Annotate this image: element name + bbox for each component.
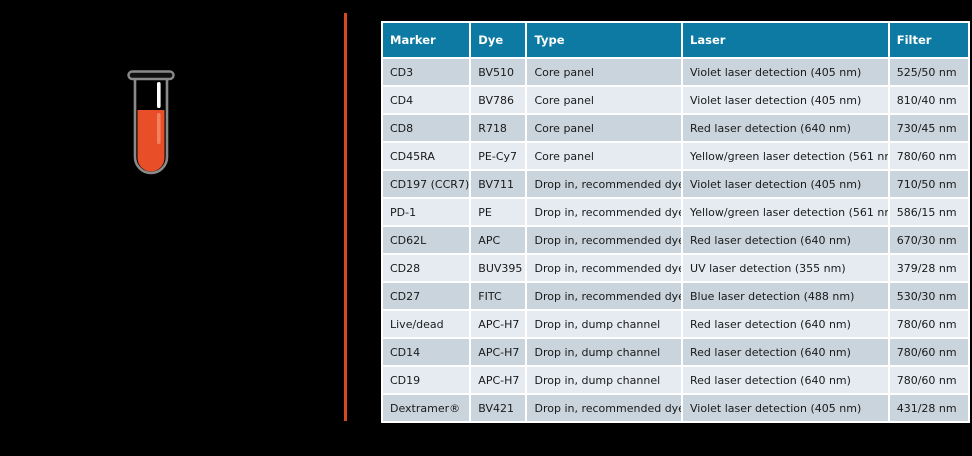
table-cell: BUV395 <box>471 255 526 281</box>
table-cell: Violet laser detection (405 nm) <box>683 87 888 113</box>
table-cell: CD45RA <box>383 143 470 169</box>
table-cell: 530/30 nm <box>889 283 968 309</box>
table-cell: UV laser detection (355 nm) <box>683 255 888 281</box>
table-cell: R718 <box>471 115 526 141</box>
header-type: Type <box>527 23 682 57</box>
tube-rim <box>127 70 175 81</box>
table-row: CD4 BV786 Core panel Violet laser detection… <box>383 87 968 113</box>
tube-liquid-highlight <box>157 113 161 144</box>
table-row: Live/dead APC-H7 Drop in, dump channel Red … <box>383 311 968 337</box>
table-cell: Drop in, recommended dye <box>527 199 682 225</box>
table-cell: CD62L <box>383 227 470 253</box>
table-cell: Violet laser detection (405 nm) <box>683 59 888 85</box>
table-cell: Live/dead <box>383 311 470 337</box>
table-row: PD-1 PE Drop in, recommended dye Yellow/gre… <box>383 199 968 225</box>
table-cell: APC-H7 <box>471 339 526 365</box>
table-cell: Drop in, recommended dye <box>527 283 682 309</box>
table-row: CD19 APC-H7 Drop in, dump channel Red laser… <box>383 367 968 393</box>
table-row: CD8 R718 Core panel Red laser detection (64… <box>383 115 968 141</box>
table-cell: BV421 <box>471 395 526 421</box>
table-cell: Drop in, dump channel <box>527 311 682 337</box>
table-cell: APC <box>471 227 526 253</box>
table-cell: BV786 <box>471 87 526 113</box>
header-dye: Dye <box>471 23 526 57</box>
tube-glass-highlight <box>157 82 161 108</box>
table-row: CD14 APC-H7 Drop in, dump channel Red laser… <box>383 339 968 365</box>
table-cell: APC-H7 <box>471 311 526 337</box>
table-cell: 710/50 nm <box>889 171 968 197</box>
table-cell: CD197 (CCR7) <box>383 171 470 197</box>
header-marker: Marker <box>383 23 470 57</box>
header-laser: Laser <box>683 23 888 57</box>
table-cell: CD4 <box>383 87 470 113</box>
table-row: Dextramer® BV421 Drop in, recommended dye V… <box>383 395 968 421</box>
table-row: CD62L APC Drop in, recommended dye Red lase… <box>383 227 968 253</box>
table-row: CD3 BV510 Core panel Violet laser detection… <box>383 59 968 85</box>
table-cell: Yellow/green laser detection (561 nm) <box>683 199 888 225</box>
header-filter: Filter <box>889 23 968 57</box>
table-cell: Yellow/green laser detection (561 nm) <box>683 143 888 169</box>
table-row: CD45RA PE-Cy7 Core panel Yellow/green laser… <box>383 143 968 169</box>
table-cell: CD3 <box>383 59 470 85</box>
table-cell: 525/50 nm <box>889 59 968 85</box>
table-cell: Violet laser detection (405 nm) <box>683 171 888 197</box>
table-cell: CD28 <box>383 255 470 281</box>
table-cell: APC-H7 <box>471 367 526 393</box>
table-cell: 810/40 nm <box>889 87 968 113</box>
table-cell: Drop in, recommended dye <box>527 171 682 197</box>
table-cell: Core panel <box>527 143 682 169</box>
table-cell: PE <box>471 199 526 225</box>
table-cell: Drop in, recommended dye <box>527 255 682 281</box>
table-header-row: Marker Dye Type Laser Filter <box>383 23 968 57</box>
table-cell: 431/28 nm <box>889 395 968 421</box>
table-cell: Core panel <box>527 59 682 85</box>
table-cell: BV510 <box>471 59 526 85</box>
table-cell: 586/15 nm <box>889 199 968 225</box>
table-cell: 780/60 nm <box>889 311 968 337</box>
table-cell: Red laser detection (640 nm) <box>683 115 888 141</box>
table-row: CD197 (CCR7) BV711 Drop in, recommended dy… <box>383 171 968 197</box>
table-body: CD3 BV510 Core panel Violet laser detection… <box>383 59 968 421</box>
table-cell: PD-1 <box>383 199 470 225</box>
table-row: CD28 BUV395 Drop in, recommended dye UV las… <box>383 255 968 281</box>
table-cell: 670/30 nm <box>889 227 968 253</box>
table-cell: Blue laser detection (488 nm) <box>683 283 888 309</box>
table-cell: Violet laser detection (405 nm) <box>683 395 888 421</box>
table-cell: BV711 <box>471 171 526 197</box>
panel-table: Marker Dye Type Laser Filter CD3 BV510 Cor… <box>381 21 970 423</box>
table-cell: CD19 <box>383 367 470 393</box>
table-cell: 780/60 nm <box>889 143 968 169</box>
table-cell: CD27 <box>383 283 470 309</box>
table-cell: 379/28 nm <box>889 255 968 281</box>
table-cell: 730/45 nm <box>889 115 968 141</box>
table-cell: Drop in, dump channel <box>527 367 682 393</box>
test-tube-icon <box>127 70 175 176</box>
tube-body-outline <box>133 79 169 175</box>
table-cell: Drop in, dump channel <box>527 339 682 365</box>
table-cell: Dextramer® <box>383 395 470 421</box>
table-cell: Red laser detection (640 nm) <box>683 311 888 337</box>
table-cell: Drop in, recommended dye <box>527 395 682 421</box>
table-cell: 780/60 nm <box>889 339 968 365</box>
table-cell: 780/60 nm <box>889 367 968 393</box>
divider-line <box>344 13 347 421</box>
table-cell: Red laser detection (640 nm) <box>683 339 888 365</box>
test-tube-svg <box>127 70 175 175</box>
table-cell: PE-Cy7 <box>471 143 526 169</box>
table-cell: CD14 <box>383 339 470 365</box>
table-cell: Core panel <box>527 87 682 113</box>
table-cell: FITC <box>471 283 526 309</box>
table-cell: Core panel <box>527 115 682 141</box>
table-cell: Red laser detection (640 nm) <box>683 227 888 253</box>
table-cell: Drop in, recommended dye <box>527 227 682 253</box>
table-cell: CD8 <box>383 115 470 141</box>
table-row: CD27 FITC Drop in, recommended dye Blue las… <box>383 283 968 309</box>
table-cell: Red laser detection (640 nm) <box>683 367 888 393</box>
